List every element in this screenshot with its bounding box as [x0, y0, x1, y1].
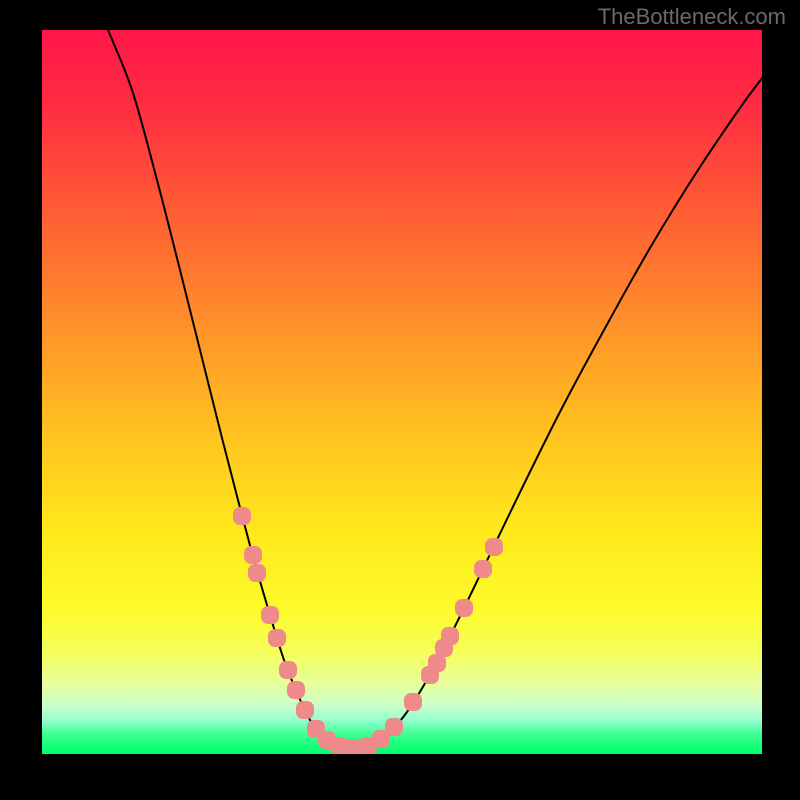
marker-point [244, 546, 262, 564]
marker-point [474, 560, 492, 578]
plot-area [42, 30, 762, 754]
chart-svg [42, 30, 762, 754]
marker-point [455, 599, 473, 617]
marker-point [268, 629, 286, 647]
marker-point [404, 693, 422, 711]
marker-point [441, 627, 459, 645]
marker-point [279, 661, 297, 679]
v-curve [104, 30, 762, 749]
marker-point [261, 606, 279, 624]
curve-markers [233, 507, 503, 754]
marker-point [485, 538, 503, 556]
marker-point [287, 681, 305, 699]
marker-point [233, 507, 251, 525]
marker-point [385, 718, 403, 736]
marker-point [248, 564, 266, 582]
marker-point [296, 701, 314, 719]
watermark-text: TheBottleneck.com [598, 4, 786, 30]
